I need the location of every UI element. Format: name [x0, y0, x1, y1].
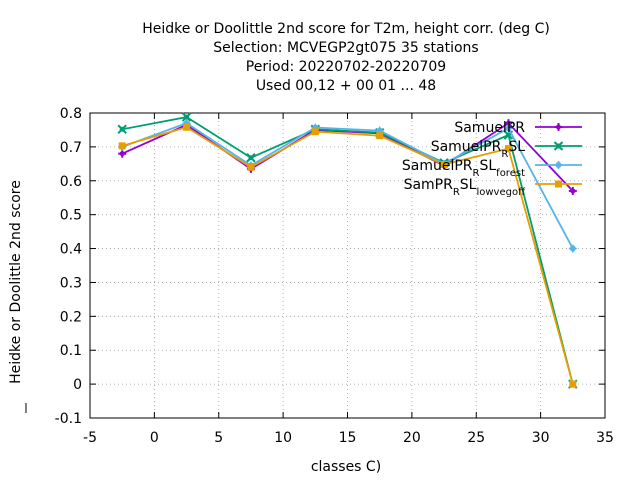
- y-tick-label: 0.5: [60, 208, 82, 224]
- x-tick-label: 25: [467, 430, 485, 446]
- title-line-4: Used 00,12 + 00 01 ... 48: [256, 78, 436, 94]
- title-line-2: Selection: MCVEGP2gt075 35 stations: [213, 40, 478, 56]
- y-tick-label: 0.7: [60, 140, 82, 156]
- title-line-1: Heidke or Doolittle 2nd score for T2m, h…: [142, 21, 550, 37]
- x-tick-labels: -5 0 5 10 15 20 25 30 35: [83, 430, 614, 446]
- data-point: [117, 124, 127, 134]
- data-point: [568, 244, 577, 253]
- x-tick-label: -5: [83, 430, 97, 446]
- chart-title: Heidke or Doolittle 2nd score for T2m, h…: [142, 21, 550, 94]
- data-point: [504, 145, 512, 153]
- x-tick-label: 35: [596, 430, 614, 446]
- data-point: [440, 161, 448, 169]
- y-tick-label: 0.8: [60, 106, 82, 122]
- grid-lines: [90, 113, 605, 418]
- y-tick-label: -0.1: [55, 411, 82, 427]
- data-point: [183, 123, 191, 131]
- x-tick-label: 0: [150, 430, 159, 446]
- legend-entry-label: SamuelPR: [454, 120, 525, 136]
- y-tick-label: 0.4: [60, 242, 82, 258]
- y-axis-label: Heidke or Doolittle 2nd score: [8, 180, 24, 384]
- series-line: [121, 122, 574, 249]
- legend-entry-label: SamuelPRRSL: [431, 139, 525, 160]
- data-point: [568, 186, 577, 195]
- data-point: [118, 142, 126, 150]
- y-tick-label: 0.3: [60, 275, 82, 291]
- data-point: [246, 153, 256, 163]
- data-point: [569, 380, 577, 388]
- y-tick-label: 0: [73, 377, 82, 393]
- legend-entry-label: SamPRRSLlowvegoff: [404, 177, 527, 198]
- y-tick-label: 0.1: [60, 343, 82, 359]
- legend-marker: [553, 141, 564, 151]
- x-tick-label: 20: [403, 430, 421, 446]
- legend-marker: [554, 123, 563, 131]
- data-point: [376, 132, 384, 140]
- x-tick-label: 30: [532, 430, 550, 446]
- series-4: [118, 123, 577, 388]
- y-tick-labels: -0.1 0 0.1 0.2 0.3 0.4 0.5 0.6 0.7 0.8: [55, 106, 82, 427]
- title-line-3: Period: 20220702-20220709: [246, 59, 446, 75]
- data-point: [311, 128, 319, 136]
- data-point: [181, 112, 192, 122]
- axes: [89, 112, 606, 419]
- data-point: [118, 149, 127, 158]
- legend-entry-label: SamuelPRRSLforest: [402, 158, 525, 179]
- series-lines: [117, 112, 578, 389]
- legend: SamuelPR SamuelPRRSLSamuelPRRSLforestSamP…: [402, 120, 582, 198]
- series-line: [122, 116, 574, 385]
- x-axis-label: classes C): [311, 459, 381, 475]
- series-line: [121, 126, 574, 385]
- y-tick-label: 0.2: [60, 309, 82, 325]
- x-tick-label: 5: [214, 430, 223, 446]
- y-tick-label: 0.6: [60, 174, 82, 190]
- x-tick-label: 10: [274, 430, 292, 446]
- legend-marker: [555, 180, 562, 188]
- legend-marker: [554, 161, 563, 169]
- x-tick-label: 15: [339, 430, 357, 446]
- data-point: [247, 163, 255, 171]
- data-point: [504, 124, 513, 133]
